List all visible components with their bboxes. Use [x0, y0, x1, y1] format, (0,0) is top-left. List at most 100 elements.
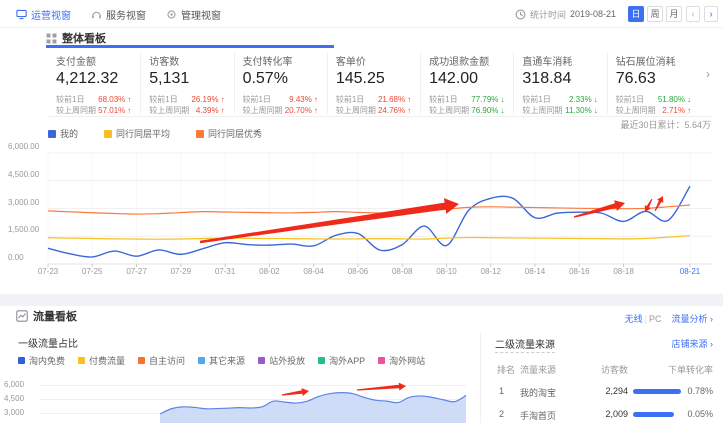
y-axis-label: 6,000: [4, 380, 25, 389]
kpi-compare-row: 较前1日 26.19% ↑: [149, 95, 225, 104]
x-axis-label: 08-14: [524, 267, 546, 276]
kpi-value: 142.00: [429, 70, 479, 87]
kpi-compare-row: 较前1日 68.03% ↑: [56, 95, 132, 104]
rank-cell: 2: [499, 409, 505, 419]
arrow-down-icon: ↓: [593, 106, 598, 114]
pc-toggle[interactable]: PC: [648, 314, 662, 324]
traffic-title: 流量看板: [33, 311, 77, 323]
x-axis-label: 08-04: [303, 267, 324, 276]
legend-label: 自主访问: [149, 356, 186, 366]
legend-chip: [78, 357, 86, 364]
kpi-label: 支付金额: [56, 57, 96, 68]
y-axis-label: 3,000: [4, 408, 25, 417]
kpi-label: 客单价: [335, 57, 366, 68]
legend-chip: [318, 357, 326, 364]
legend-item[interactable]: 淘外APP: [318, 354, 365, 367]
kpi-scroll-next-button[interactable]: ›: [706, 67, 710, 81]
source-cell: 我的淘宝: [520, 388, 557, 398]
kpi-compare-row: 较上周同期 57.01% ↑: [56, 106, 132, 114]
secondary-source-title: 二级流量来源: [495, 336, 555, 353]
kpi-label: 支付转化率: [242, 57, 293, 68]
kpi-card-6[interactable]: 钻石展位消耗 76.63 较前1日 51.80% ↓ 较上周同期 2.71% ↑: [608, 52, 700, 114]
legend-item[interactable]: 淘外网站: [378, 354, 425, 367]
conversion-cell: 0.78%: [687, 386, 713, 396]
visitors-cell: 2,009: [605, 409, 628, 419]
prev-date-button[interactable]: ‹: [686, 6, 700, 22]
legend-label: 付费流量: [89, 356, 126, 366]
shop-source-link[interactable]: 店铺来源 ›: [671, 339, 713, 349]
visitors-cell: 2,294: [605, 386, 628, 396]
kpi-label: 成功退款金额: [429, 57, 490, 68]
y-axis-label: 6,000.00: [8, 142, 40, 151]
period-button-month[interactable]: 月: [666, 6, 682, 22]
legend-label: 淘外网站: [389, 356, 426, 366]
payment-trend-chart: [47, 152, 713, 267]
next-date-button[interactable]: ›: [704, 6, 718, 22]
legend-chip: [258, 357, 266, 364]
kpi-card-1[interactable]: 访客数 5,131 较前1日 26.19% ↑ 较上周同期 4.39% ↑: [141, 52, 235, 114]
arrow-down-icon: ↓: [500, 106, 505, 114]
tab-service-window[interactable]: 服务视窗: [91, 7, 146, 22]
kpi-compare-row: 较前1日 2.33% ↓: [522, 95, 598, 104]
kpi-card-3[interactable]: 客单价 145.25 较前1日 21.68% ↑ 较上周同期 24.76% ↑: [328, 52, 422, 114]
legend-chip: [48, 129, 56, 138]
arrow-up-icon: ↑: [313, 106, 318, 114]
legend-chip: [196, 129, 205, 138]
y-axis-label: 4,500: [4, 394, 25, 403]
legend-item[interactable]: 站外投放: [258, 354, 305, 367]
legend-label: 淘外APP: [329, 356, 366, 366]
traffic-links: 无线 | PC 流量分析 ›: [625, 312, 713, 325]
x-axis-label: 08-12: [480, 267, 501, 276]
kpi-row-divider: [48, 116, 713, 117]
arrow-up-icon: ↑: [407, 106, 412, 114]
source-cell: 手淘首页: [520, 411, 557, 421]
kpi-card-5[interactable]: 直通车消耗 318.84 较前1日 2.33% ↓ 较上周同期 11.30% ↓: [514, 52, 608, 114]
legend-item[interactable]: 付费流量: [78, 354, 125, 367]
tab-operations-window[interactable]: 运营视窗: [16, 7, 71, 22]
kpi-compare-row: 较上周同期 24.76% ↑: [335, 106, 412, 114]
stat-date[interactable]: 2019-08-21: [569, 9, 616, 19]
wireless-toggle[interactable]: 无线: [624, 314, 643, 324]
column-header: 流量来源: [520, 365, 557, 375]
legend-label: 同行同层优秀: [208, 129, 263, 139]
kpi-label: 钻石展位消耗: [615, 57, 676, 68]
traffic-trend-chart: [40, 385, 467, 423]
tab-management-window[interactable]: 管理视窗: [166, 7, 221, 22]
legend-label: 我的: [60, 129, 79, 139]
kpi-compare-row: 较前1日 51.80% ↓: [615, 95, 691, 104]
legend-item[interactable]: 其它来源: [198, 354, 245, 367]
legend-chip: [198, 357, 206, 364]
gear-icon: [167, 9, 176, 19]
arrow-up-icon: ↑: [407, 95, 412, 104]
period-button-day[interactable]: 日: [628, 6, 644, 22]
kpi-card-4[interactable]: 成功退款金额 142.00 较前1日 77.79% ↓ 较上周同期 76.90% ↓: [421, 52, 515, 114]
legend-item[interactable]: 我的: [48, 127, 78, 140]
kpi-value: 0.57%: [242, 70, 288, 87]
legend-item[interactable]: 同行同层优秀: [196, 127, 262, 140]
legend-chip: [138, 357, 146, 364]
toggle-separator: |: [644, 314, 647, 324]
legend-item[interactable]: 同行同层平均: [104, 127, 170, 140]
x-axis-label: 07-23: [37, 267, 59, 276]
kpi-compare-row: 较上周同期 20.70% ↑: [242, 106, 318, 114]
period-button-week[interactable]: 周: [647, 6, 663, 22]
kpi-compare-row: 较上周同期 4.39% ↑: [149, 106, 225, 114]
traffic-analysis-link[interactable]: 流量分析 ›: [671, 314, 713, 324]
legend-label: 同行同层平均: [116, 129, 171, 139]
legend-chip: [104, 129, 113, 138]
legend-item[interactable]: 自主访问: [138, 354, 185, 367]
kpi-card-0[interactable]: 支付金额 4,212.32 较前1日 68.03% ↑ 较上周同期 57.01% ↑: [48, 52, 142, 114]
arrow-down-icon: ↓: [593, 95, 598, 104]
kpi-value: 145.25: [335, 70, 385, 87]
panel-divider: [480, 332, 481, 423]
kpi-card-2[interactable]: 支付转化率 0.57% 较前1日 9.43% ↑ 较上周同期 20.70% ↑: [235, 52, 328, 114]
legend-item[interactable]: 淘内免费: [18, 354, 65, 367]
kpi-compare-row: 较上周同期 11.30% ↓: [522, 106, 598, 114]
x-axis-label: 07-31: [214, 267, 236, 276]
y-axis-label: 4,500.00: [8, 169, 40, 179]
dashboard-grid-icon: [46, 33, 57, 43]
kpi-row: 支付金额 4,212.32 较前1日 68.03% ↑ 较上周同期 57.01% ↑ 访客数 5,…: [48, 52, 700, 114]
tab-label: 服务视窗: [106, 10, 146, 22]
section-divider: [0, 294, 723, 306]
conversion-cell: 0.05%: [687, 409, 713, 419]
